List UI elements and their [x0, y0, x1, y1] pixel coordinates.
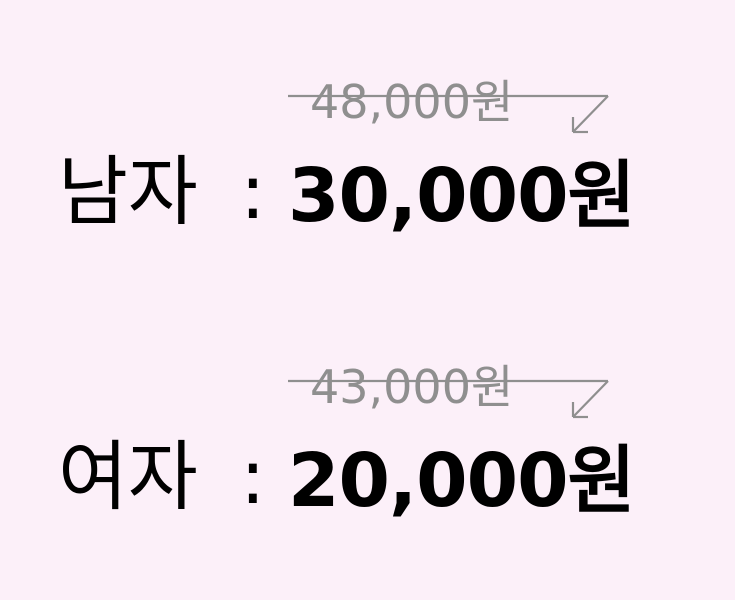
separator: : — [240, 432, 266, 521]
sale-price: 20,000원 — [288, 438, 636, 524]
price-row-men: 48,000원 남자 : 30,000원 — [0, 60, 735, 260]
strikethrough-down-arrow-icon — [288, 379, 609, 419]
gender-label-men: 남자 — [58, 147, 198, 236]
separator: : — [240, 147, 266, 236]
gender-label-women: 여자 — [58, 432, 198, 521]
strikethrough-down-arrow-icon — [288, 94, 609, 134]
original-price: 43,000원 — [310, 360, 514, 414]
original-price: 48,000원 — [310, 75, 514, 129]
price-row-women: 43,000원 여자 : 20,000원 — [0, 345, 735, 545]
sale-price: 30,000원 — [288, 153, 636, 239]
